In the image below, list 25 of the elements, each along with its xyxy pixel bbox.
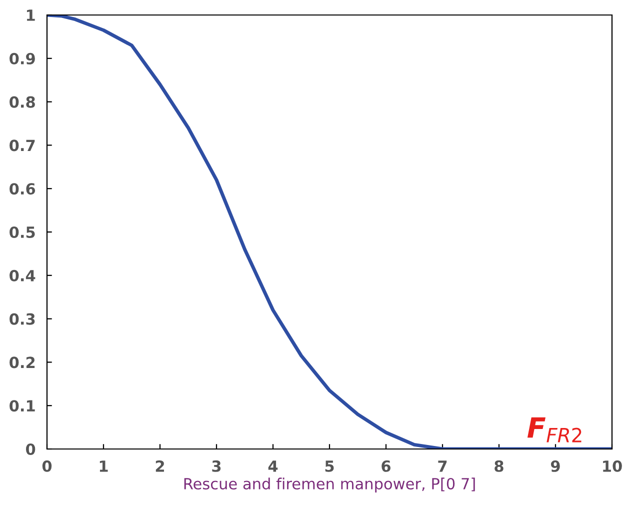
x-tick-label: 2: [156, 460, 164, 472]
x-tick-label: 8: [494, 460, 504, 472]
x-tick-label: 1: [100, 460, 108, 472]
y-tick-label: 0.6: [10, 183, 36, 195]
y-tick-label: 0.3: [10, 313, 35, 325]
x-tick-label: 10: [603, 460, 622, 472]
x-tick-label: 5: [325, 460, 334, 472]
x-tick-label: 0: [42, 460, 52, 472]
x-tick-label: 4: [268, 460, 278, 472]
x-tick-label: 7: [438, 460, 447, 472]
line-series: [47, 15, 612, 449]
y-tick-label: 0.2: [10, 356, 35, 368]
x-tick-label: 3: [212, 460, 221, 472]
x-tick-label: 9: [550, 460, 560, 472]
y-tick-label: 1: [26, 10, 35, 21]
y-tick-label: 0.7: [10, 140, 35, 152]
y-tick-label: 0.4: [10, 270, 36, 282]
y-tick-label: 0.1: [10, 400, 35, 412]
y-tick-label: 0.5: [10, 226, 35, 238]
y-tick-label: 0.8: [10, 96, 35, 108]
x-axis-title: Rescue and firemen manpower, P[0 7]: [184, 478, 475, 492]
annotation: F$_{FR2}$: [527, 417, 582, 442]
x-tick-label: 6: [382, 460, 390, 472]
y-tick-label: 0: [26, 443, 36, 456]
y-tick-label: 0.9: [10, 52, 35, 64]
